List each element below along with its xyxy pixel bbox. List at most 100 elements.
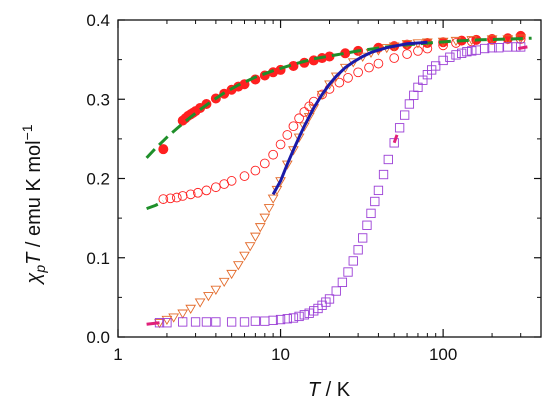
data-point (348, 256, 358, 266)
data-point (438, 55, 448, 66)
data-point (282, 130, 293, 140)
y-tick-label: 0.0 (86, 328, 110, 347)
y-tick-label: 0.1 (86, 249, 110, 268)
plot-frame (117, 19, 542, 338)
data-point (158, 194, 169, 204)
y-axis-title-tail: T (23, 251, 45, 265)
data-point (259, 213, 271, 223)
data-point (162, 318, 172, 328)
data-point (373, 58, 384, 69)
data-point (370, 196, 380, 207)
svg-text:χpT / emu K mol−1: χpT / emu K mol−1 (19, 124, 48, 285)
y-axis-title-sub: p (32, 265, 48, 274)
data-point (343, 73, 353, 83)
x-tick-label: 100 (429, 345, 457, 364)
data-point (249, 232, 261, 242)
data-point (294, 311, 304, 322)
data-point (389, 53, 400, 63)
data-point (211, 317, 221, 327)
data-point (378, 169, 389, 180)
data-point (334, 77, 345, 88)
data-point (250, 165, 261, 176)
data-point (288, 313, 299, 323)
data-point (161, 315, 173, 326)
data-point (275, 139, 286, 150)
data-point (226, 317, 237, 327)
data-point (268, 149, 278, 160)
data-point (201, 185, 212, 196)
data-point (275, 314, 286, 325)
data-point (210, 285, 222, 295)
data-point (409, 90, 419, 100)
data-point (226, 176, 237, 186)
data-point (263, 204, 275, 214)
data-point (343, 267, 353, 277)
data-point (201, 317, 212, 327)
data-point (203, 292, 214, 302)
data-point (316, 90, 328, 100)
data-point (373, 185, 384, 196)
data-point (268, 315, 278, 326)
svg-text:T / K: T / K (308, 379, 351, 401)
x-axis-title-var: T (308, 379, 322, 401)
data-point (431, 61, 441, 71)
fit-line-1 (146, 200, 164, 211)
data-point (404, 99, 415, 109)
data-point (462, 47, 472, 57)
data-point (502, 35, 514, 45)
data-point (239, 251, 250, 261)
data-point (451, 38, 461, 48)
fit-line-4 (392, 134, 399, 144)
data-point (185, 304, 197, 314)
data-point (168, 313, 180, 323)
series-0 (158, 30, 526, 155)
data-point (250, 316, 261, 326)
y-tick-label: 0.3 (86, 90, 110, 109)
data-point (194, 298, 206, 308)
data-point (177, 309, 189, 319)
data-point (487, 43, 497, 53)
data-point (282, 314, 292, 324)
data-point (362, 220, 372, 230)
data-point (226, 269, 238, 280)
data-point (288, 121, 299, 132)
y-tick-label: 0.2 (86, 170, 110, 189)
data-point (260, 316, 270, 326)
data-point (211, 182, 221, 193)
data-point (413, 82, 423, 93)
x-axis-title: T / K (308, 379, 351, 401)
fit-line-5 (518, 45, 528, 50)
data-point (324, 294, 335, 304)
data-point (171, 192, 182, 203)
y-axis-title-var: χ (23, 272, 45, 286)
data-point (413, 46, 423, 56)
data-point (299, 107, 310, 117)
fit-line-2 (271, 40, 428, 196)
data-point (353, 67, 363, 78)
data-point (299, 310, 309, 320)
data-point (451, 50, 461, 60)
data-point (177, 191, 188, 201)
data-point (466, 36, 478, 46)
data-point (158, 144, 169, 155)
data-point (402, 49, 412, 59)
series-3 (154, 42, 526, 328)
y-axis-title-unit-sup: −1 (19, 124, 35, 140)
data-point (244, 242, 256, 252)
data-point (358, 233, 368, 243)
y-axis-title: χpT / emu K mol−1 (19, 124, 48, 285)
x-tick-label: 10 (271, 345, 290, 364)
series-2 (154, 34, 527, 329)
data-point (267, 194, 279, 204)
data-point (353, 245, 363, 255)
data-point (165, 193, 176, 204)
data-point (400, 110, 410, 120)
data-point (321, 297, 331, 307)
chart-axes (117, 19, 542, 338)
data-point (445, 52, 455, 62)
y-axis-title-unit: / emu K mol (23, 140, 45, 252)
data-point (239, 317, 250, 327)
fit-line-0 (145, 36, 532, 159)
chart-ticks: 0.0 0.1 0.2 0.3 0.4 1 10 100 (86, 11, 542, 364)
